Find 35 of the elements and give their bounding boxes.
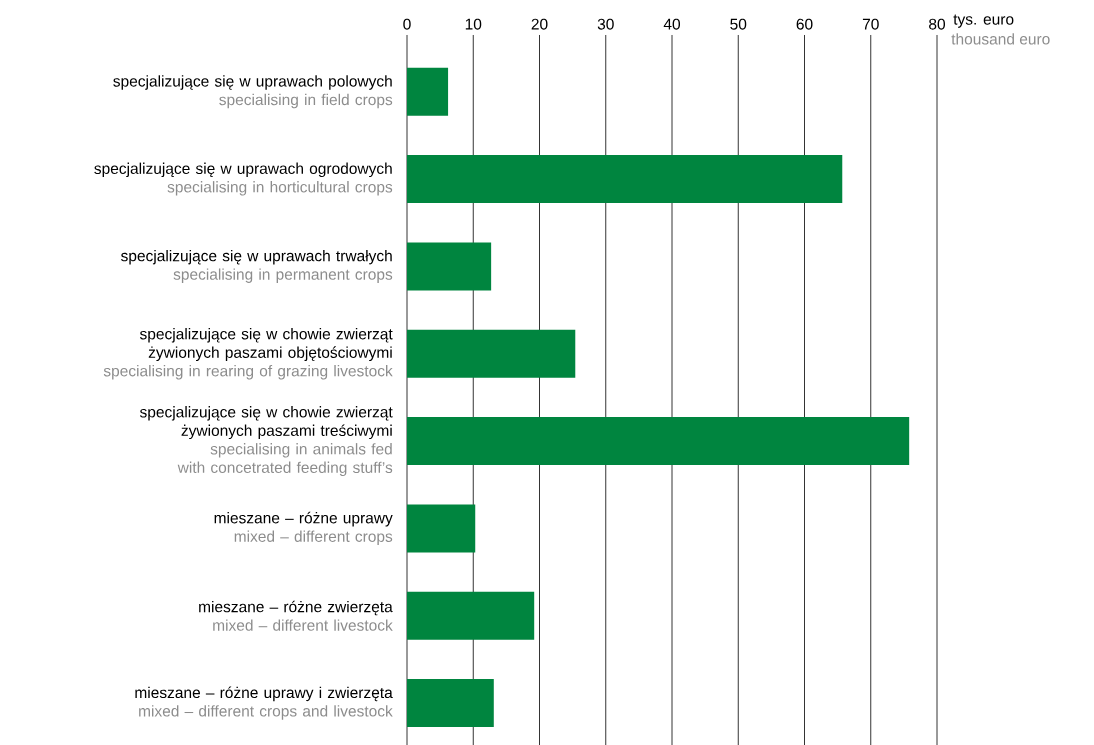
y-tick-label: mieszane – różne uprawy i zwierzęta — [135, 686, 393, 702]
bar — [407, 591, 535, 640]
bar — [407, 679, 494, 728]
y-tick-label: specjalizujące się w uprawach trwałych — [121, 249, 392, 265]
y-tick-label: mieszane – różne uprawy — [214, 511, 393, 527]
bar — [407, 417, 910, 466]
x-tick-label: 40 — [663, 18, 681, 30]
y-tick-label: specjalizujące się w uprawach ogrodowych — [94, 162, 392, 178]
x-tick-label: 30 — [597, 18, 614, 30]
text: thousand euro — [951, 33, 1050, 45]
x-axis-title: tys. euro — [953, 14, 1014, 28]
x-tick-label: 50 — [730, 18, 747, 30]
text: mixed – different crops and livestock — [139, 705, 393, 720]
text: mixed – different livestock — [213, 619, 393, 631]
bar — [407, 67, 449, 116]
text: mixed – different crops — [234, 530, 393, 545]
x-tick-label: 20 — [531, 18, 548, 30]
bar — [407, 329, 576, 378]
x-tick-label: 80 — [929, 18, 946, 30]
x-tick-label: 60 — [796, 18, 813, 30]
bar — [407, 504, 476, 553]
text: specialising in permanent crops — [173, 268, 393, 283]
text: specialising in animals fed with concetrated feeding stuff’s — [177, 443, 393, 477]
bar — [407, 155, 843, 204]
x-tick-label: 10 — [465, 18, 482, 30]
text: specialising in field crops — [219, 93, 393, 109]
y-tick-label: specjalizujące się w chowie zwierząt żywionych paszami objętościowymi — [139, 328, 393, 361]
y-tick-label: specjalizujące się w uprawach polowych — [113, 75, 392, 90]
y-tick-label: mieszane – różne zwierzęta — [199, 600, 393, 616]
bar — [407, 242, 492, 291]
text: specialising in rearing of grazing livestock — [103, 365, 393, 380]
y-tick-label: specjalizujące się w chowie zwierząt żywionych paszami treściwymi — [139, 406, 393, 440]
x-tick-label: 70 — [862, 18, 879, 30]
x-tick-label: 0 — [403, 18, 411, 30]
text: specialising in horticultural crops — [167, 181, 393, 196]
